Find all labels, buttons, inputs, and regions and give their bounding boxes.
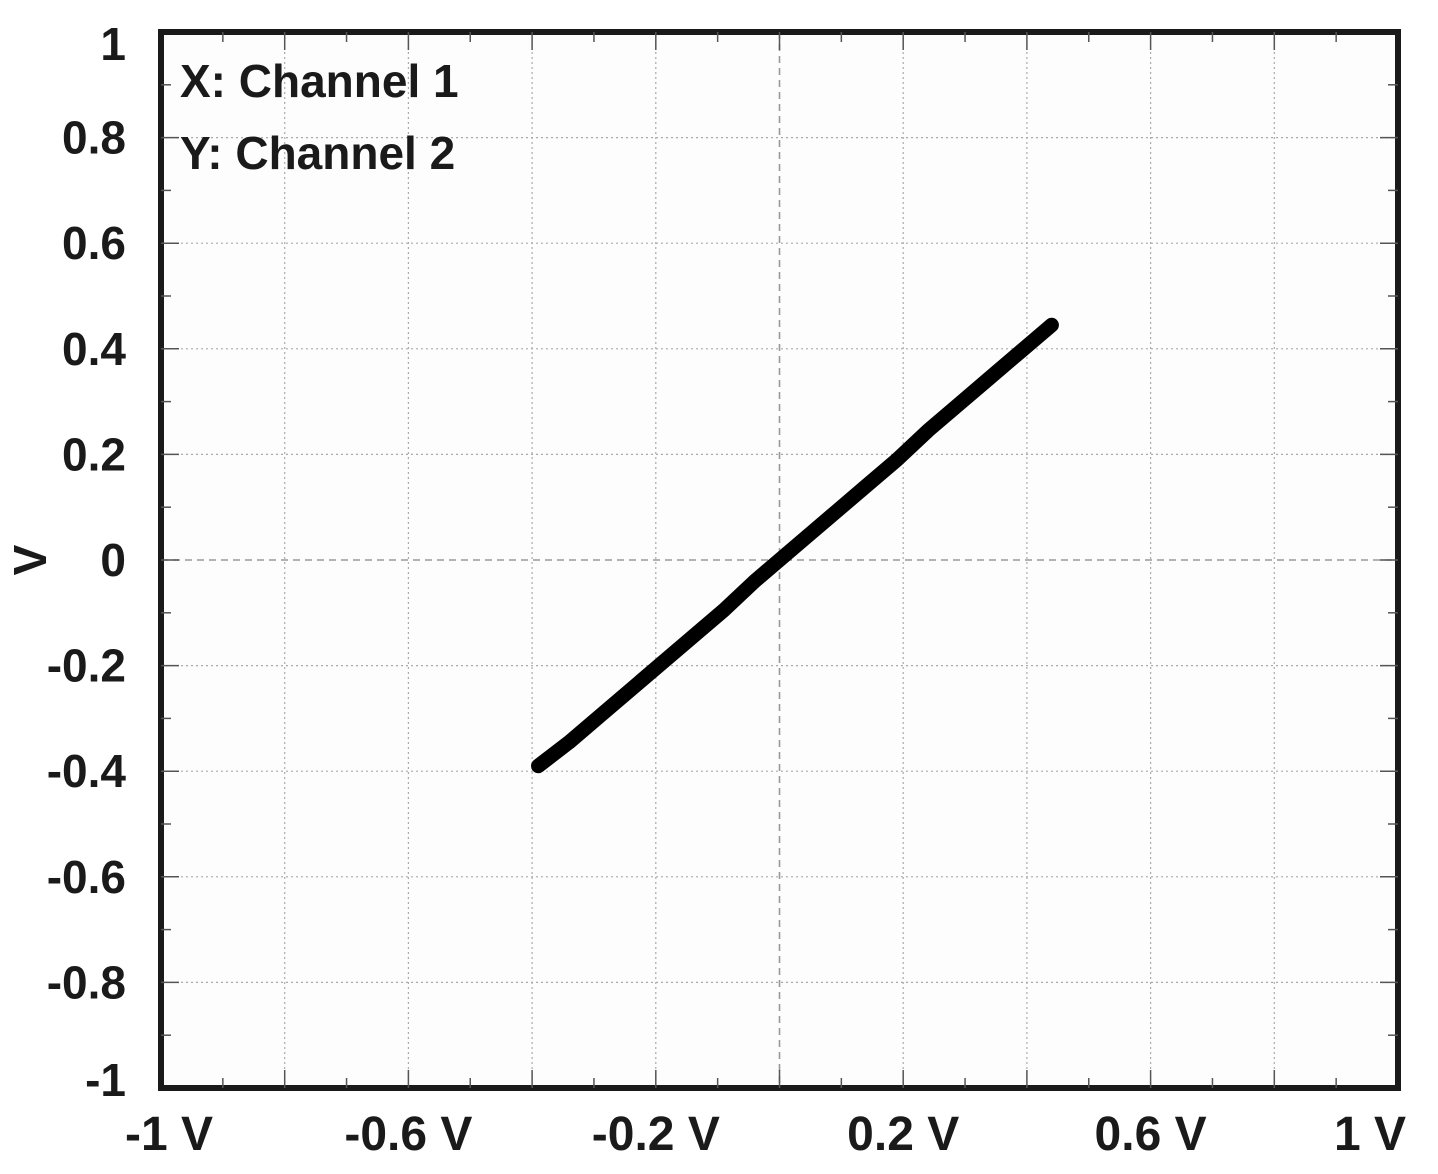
trace-layer [531,317,1059,774]
y-tick-label: 1 [100,18,126,70]
y-tick-label: 0.2 [62,428,126,480]
trace-point [1016,347,1025,356]
trace-point [775,556,784,564]
x-tick-label: -1 V [125,1108,213,1161]
x-axis-tick-labels: -1 V -0.6 V -0.2 V 0.2 V 0.6 V 1 V [125,1108,1406,1161]
x-tick-label: -0.6 V [344,1108,472,1161]
trace-point [657,658,666,667]
y-tick-label: -0.2 [47,640,126,692]
trace-point [923,426,932,435]
trace-point [627,685,636,694]
y-tick-label: 0.6 [62,217,126,269]
trace-point [985,373,994,382]
trace-point [565,738,574,747]
trace-point [534,761,543,770]
y-tick-label: -0.4 [47,745,127,797]
trace-point [954,400,963,409]
trace-point [719,606,728,615]
y-tick-label: 0.8 [62,112,126,164]
y-tick-label: 0 [100,534,126,586]
y-tick-label: -0.8 [47,956,126,1008]
annotation-y-channel: Y: Channel 2 [180,127,455,179]
x-tick-label: 0.6 V [1095,1108,1207,1161]
trace-point [893,455,902,464]
trace-point [862,482,871,491]
annotation-x-channel: X: Channel 1 [180,55,459,107]
y-axis-tick-labels: 1 0.8 0.6 0.4 0.2 0 -0.2 -0.4 -0.6 -0.8 -1 [47,18,127,1106]
trace-series-0 [531,317,1059,774]
x-tick-label: 0.2 V [847,1108,959,1161]
trace-point [596,711,605,720]
trace-point [831,508,840,517]
x-tick-label: 1 V [1334,1108,1406,1161]
trace-point [800,534,809,543]
minor-ticks [161,32,1398,1088]
trace-point [750,577,759,586]
trace-point [1047,321,1056,330]
trace-point [688,632,697,641]
x-tick-label: -0.2 V [592,1108,720,1161]
y-axis-label: V [4,544,56,575]
y-tick-label: -0.6 [47,851,126,903]
y-tick-label: 0.4 [62,323,126,375]
y-tick-label: -1 [85,1054,126,1106]
